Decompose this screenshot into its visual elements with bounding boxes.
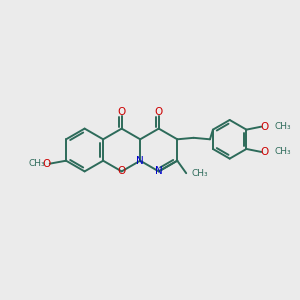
Text: O: O: [154, 107, 163, 117]
Text: CH₃: CH₃: [274, 122, 291, 131]
Text: O: O: [260, 122, 269, 132]
Text: O: O: [118, 107, 126, 117]
Text: N: N: [136, 156, 144, 166]
Text: N: N: [155, 167, 163, 176]
Text: O: O: [118, 167, 126, 176]
Text: O: O: [42, 159, 51, 169]
Text: CH₃: CH₃: [191, 169, 208, 178]
Text: O: O: [260, 147, 269, 157]
Text: CH₃: CH₃: [274, 147, 291, 156]
Text: CH₃: CH₃: [28, 159, 45, 168]
